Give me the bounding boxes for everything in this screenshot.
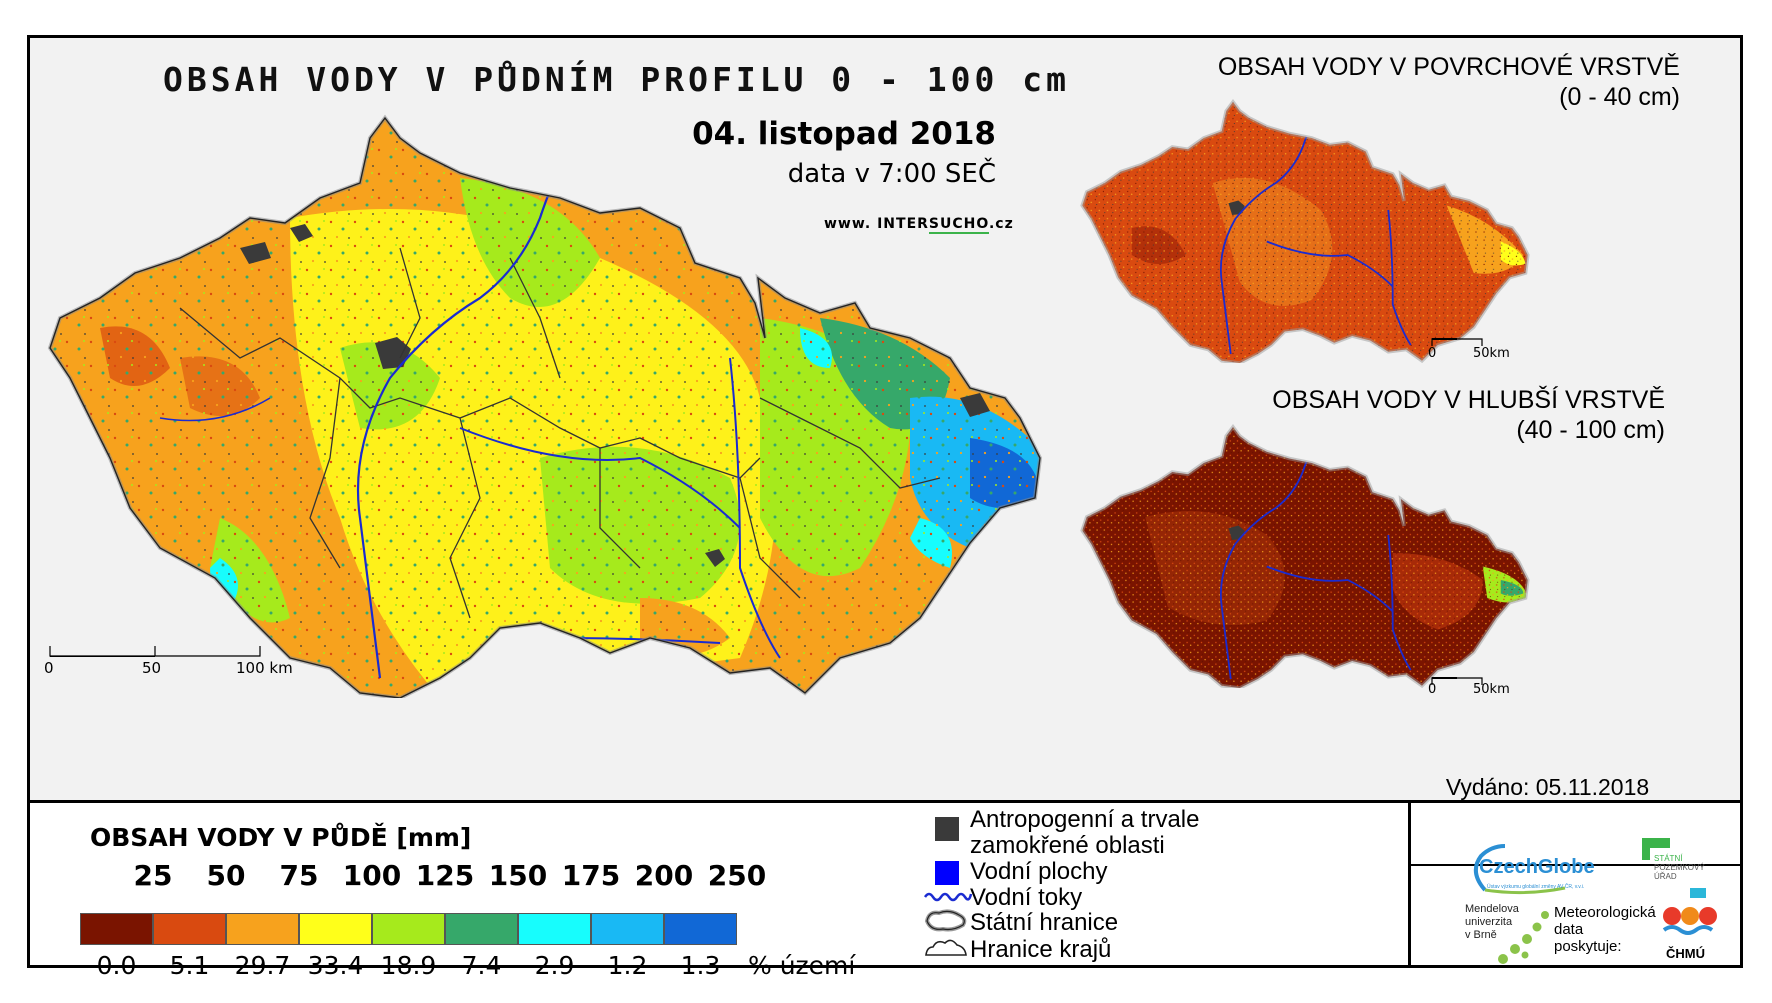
region-border-icon [925, 939, 967, 956]
legend-threshold-0: 25 [133, 859, 173, 892]
inset-deep-subtitle: (40 - 100 cm) [1516, 416, 1665, 444]
inset-surface-scale-0: 0 [1428, 346, 1437, 361]
legend-bin-percent-4: 18.9 [380, 951, 437, 980]
czechglobe-arc-icon [1473, 844, 1566, 895]
mendel-text-3: v Brně [1465, 929, 1497, 941]
legend-divider [1408, 803, 1411, 965]
inset-surface-map [1080, 99, 1530, 363]
main-soil-water-map [47, 114, 1043, 698]
czechglobe-text: CzechGlobe [1479, 856, 1595, 878]
scale-label-50: 50 [142, 659, 162, 677]
chmu-text: ČHMÚ [1666, 946, 1705, 961]
mendel-text-1: Mendelova [1465, 903, 1519, 915]
inset-surface-subtitle: (0 - 40 cm) [1559, 83, 1680, 111]
spu-text-2: POZEMKOVÝ [1654, 863, 1705, 872]
legend-bin-percent-3: 33.4 [307, 951, 364, 980]
legend-bin-percent-6: 2.9 [534, 951, 575, 980]
inset-deep-scale-50: 50km [1473, 682, 1510, 697]
legend-bin-percent-2: 29.7 [234, 951, 291, 980]
legend-region-border: Hranice krajů [970, 936, 1112, 963]
state-border-icon [924, 909, 967, 932]
anthropogenic-swatch [935, 817, 959, 841]
legend-bin-5 [445, 913, 518, 945]
legend-bin-percent-0: 0.0 [96, 951, 137, 980]
legend-bin-6 [518, 913, 591, 945]
river-line-icon [923, 892, 973, 902]
legend-anthropogenic-line1: Antropogenní a trvale [970, 806, 1200, 833]
inset-surface-title-line: OBSAH VODY V POVRCHOVÉ VRSTVĚ [1217, 53, 1680, 81]
inset-deep-title: OBSAH VODY V HLUBŠÍ VRSTVĚ (40 - 100 cm) [1272, 385, 1665, 445]
scale-label-0: 0 [44, 659, 54, 677]
map-time: data v 7:00 SEČ [787, 159, 996, 189]
legend-bin-0 [80, 913, 153, 945]
legend-title: OBSAH VODY V PŮDĚ [mm] [90, 823, 472, 852]
url-brand: SUCHO [928, 216, 989, 234]
meteo-text-3: poskytuje: [1554, 938, 1622, 955]
legend-state-border: Státní hranice [970, 909, 1119, 936]
legend-water-bodies: Vodní plochy [970, 858, 1108, 885]
legend-threshold-7: 200 [634, 859, 694, 892]
spu-mark-icon [1642, 838, 1670, 848]
chmu-logo[interactable]: ČHMÚ [1660, 888, 1720, 964]
url-suffix: .cz [988, 216, 1014, 232]
legend-threshold-2: 75 [279, 859, 319, 892]
legend-bin-percent-7: 1.2 [607, 951, 648, 980]
legend-threshold-6: 175 [561, 859, 621, 892]
mendel-text-2: univerzita [1465, 916, 1513, 928]
map-area: OBSAH VODY V PŮDNÍM PROFILU 0 - 100 cm 0… [30, 38, 1740, 800]
map-date: 04. listopad 2018 [692, 116, 996, 152]
legend-threshold-4: 125 [415, 859, 475, 892]
main-scale-bar [49, 646, 261, 657]
legend-bin-2 [226, 913, 299, 945]
legend-bin-1 [153, 913, 226, 945]
chmu-mark-icon [1662, 888, 1717, 935]
legend-threshold-3: 100 [342, 859, 402, 892]
legend-percent-unit: % území [748, 951, 856, 980]
spu-logo[interactable]: STÁTNÍ POZEMKOVÝ ÚŘAD [1642, 838, 1712, 888]
legend-threshold-1: 50 [206, 859, 246, 892]
mendel-university-logo[interactable]: Mendelova univerzita v Brně [1465, 903, 1555, 965]
legend-threshold-5: 150 [488, 859, 548, 892]
legend-anthropogenic-line2: zamokřené oblasti [970, 832, 1165, 859]
inset-deep-title-line: OBSAH VODY V HLUBŠÍ VRSTVĚ [1272, 386, 1665, 414]
main-map-title: OBSAH VODY V PŮDNÍM PROFILU 0 - 100 cm [163, 60, 1070, 99]
meteo-data-provider: Meteorologická data poskytuje: [1554, 904, 1656, 964]
spu-text-3: ÚŘAD [1654, 872, 1677, 881]
legend-bin-4 [372, 913, 445, 945]
scale-label-100: 100 km [236, 659, 293, 677]
inset-surface-title: OBSAH VODY V POVRCHOVÉ VRSTVĚ (0 - 40 cm… [1218, 52, 1680, 112]
spu-text-1: STÁTNÍ [1654, 854, 1683, 863]
inset-deep-map [1080, 424, 1530, 688]
legend-separator [30, 800, 1740, 803]
czechglobe-logo[interactable]: CzechGlobe Ústav výzkumu globální změny … [1465, 842, 1605, 898]
map-frame: OBSAH VODY V PŮDNÍM PROFILU 0 - 100 cm 0… [27, 35, 1743, 980]
legend-bin-8 [664, 913, 737, 945]
intersucho-url[interactable]: www. INTERSUCHO.cz [824, 216, 1014, 234]
legend-threshold-8: 250 [707, 859, 767, 892]
legend-bin-percent-5: 7.4 [461, 951, 502, 980]
legend-bin-percent-8: 1.3 [680, 951, 721, 980]
meteo-text-1: Meteorologická [1554, 904, 1656, 921]
czechglobe-subtext: Ústav výzkumu globální změny AV ČR, v.v.… [1487, 884, 1585, 890]
inset-deep-scale-bar [1431, 677, 1483, 685]
inset-surface-scale-50: 50km [1473, 346, 1510, 361]
mendel-dots-icon [1498, 911, 1549, 964]
legend-streams: Vodní toky [970, 884, 1083, 911]
legend-bin-7 [591, 913, 664, 945]
legend-bin-3 [299, 913, 372, 945]
legend-bin-percent-1: 5.1 [169, 951, 210, 980]
issued-date: Vydáno: 05.11.2018 [1445, 774, 1650, 800]
spu-mark-icon-2 [1642, 838, 1650, 860]
url-prefix: www. INTER [824, 216, 929, 232]
inset-deep-scale-0: 0 [1428, 682, 1437, 697]
legend-area: OBSAH VODY V PŮDĚ [mm] 0.0 5.1 29.7 33.4 18.… [30, 803, 1740, 980]
meteo-text-2: data [1554, 921, 1584, 938]
issued-divider [1411, 864, 1740, 866]
inset-surface-scale-bar [1431, 338, 1483, 346]
water-body-swatch [935, 861, 959, 885]
